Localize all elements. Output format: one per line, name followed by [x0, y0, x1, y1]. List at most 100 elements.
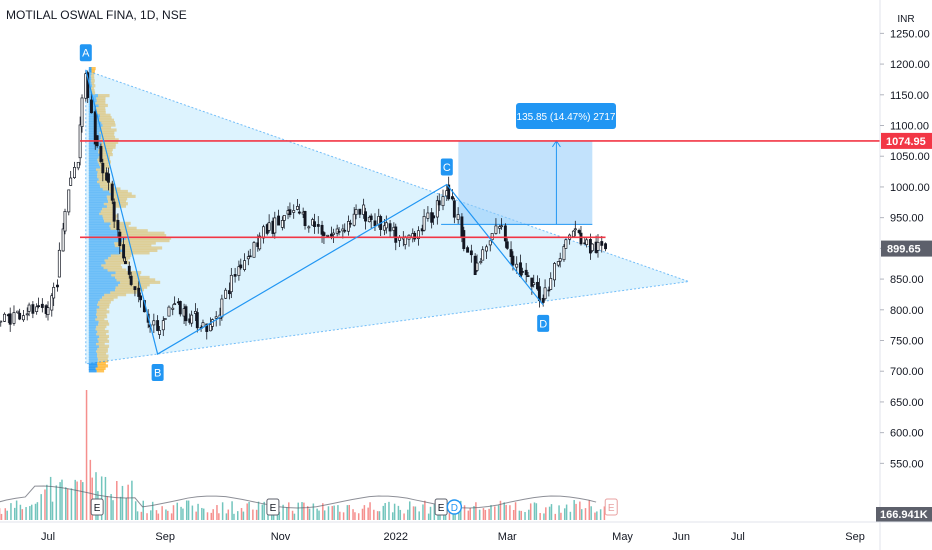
volume-profile-bar-down — [103, 202, 128, 206]
resistance-price-tag — [881, 132, 932, 149]
price-tick-label: 1200.00 — [890, 59, 930, 71]
volume-profile-bar-up — [88, 152, 102, 157]
candle-body — [69, 177, 73, 186]
candle-body — [171, 307, 175, 310]
volume-bar — [422, 504, 424, 520]
candle-body — [549, 278, 553, 290]
volume-profile-bar-down — [99, 125, 112, 130]
volume-profile-bar-down — [106, 204, 127, 208]
candle-body — [320, 224, 324, 235]
candle-body — [258, 235, 262, 250]
volume-profile-bar-up — [88, 356, 98, 361]
volume-profile-bar-up — [88, 187, 103, 191]
candle-body — [469, 250, 473, 256]
volume-profile-bar-up — [88, 118, 99, 122]
volume-profile-bar-down — [98, 118, 115, 122]
volume-bar — [30, 504, 33, 520]
volume-profile-bar-up — [88, 246, 120, 250]
abcd-pattern-line[interactable] — [85, 70, 544, 355]
candle-body — [596, 241, 600, 251]
volume-profile-bar-down — [97, 337, 108, 341]
volume-bar — [151, 501, 154, 520]
candle-body — [101, 162, 105, 174]
volume-bar — [579, 501, 581, 520]
volume-profile-bar-up — [88, 219, 105, 223]
volume-bar — [575, 503, 577, 520]
volume-bar — [490, 505, 492, 520]
volume-bar — [503, 502, 505, 520]
candle-body — [205, 323, 209, 332]
volume-profile-bar-down — [97, 364, 109, 368]
volume-bar — [529, 503, 532, 520]
pattern-point-label: B — [154, 368, 161, 380]
volume-bar — [140, 511, 143, 520]
candle-body — [137, 287, 141, 297]
volume-bar — [246, 503, 248, 520]
volume-bar — [514, 502, 517, 520]
volume-bar — [437, 513, 439, 520]
volume-bar — [308, 508, 311, 520]
projection-box — [458, 140, 593, 225]
candle-body — [118, 231, 122, 247]
candle-body — [307, 226, 311, 229]
price-tick-label: 1000.00 — [890, 182, 930, 194]
price-tick-label: 800.00 — [890, 305, 924, 317]
volume-profile-bar-down — [98, 300, 111, 304]
volume-bar — [512, 509, 515, 520]
time-tick-label: Sep — [845, 531, 865, 543]
volume-profile-bar-up — [88, 162, 99, 167]
volume-bar — [414, 506, 417, 520]
volume-profile-bar-down — [95, 167, 106, 171]
pattern-point-badge — [440, 158, 453, 176]
volume-profile-bar-down — [102, 123, 116, 127]
volume-bar — [191, 505, 194, 520]
volume-profile-bar-up — [88, 366, 96, 370]
candle-body — [413, 232, 417, 240]
time-tick-label: Jun — [672, 531, 690, 543]
volume-profile-bar-down — [110, 192, 132, 196]
candle-body — [347, 221, 350, 232]
volume-profile-bar-down — [95, 106, 106, 110]
candle-body — [35, 306, 39, 312]
volume-bar — [352, 509, 354, 520]
volume-profile-bar-up — [88, 300, 99, 304]
candle-body — [156, 320, 160, 331]
volume-bar — [255, 509, 258, 520]
volume-profile-bar-up — [88, 344, 99, 348]
candle-body — [585, 239, 589, 245]
volume-profile-bar-down — [97, 175, 107, 179]
volume-bar — [170, 513, 173, 520]
volume-profile-bar-down — [99, 130, 115, 135]
candle-body — [3, 313, 6, 322]
candle-body — [233, 274, 237, 277]
volume-profile-bar-down — [95, 366, 106, 370]
volume-profile-bar-down — [99, 211, 115, 216]
volume-profile-bar-down — [90, 86, 95, 90]
volume-profile-bar-down — [96, 312, 107, 316]
volume-bar — [316, 508, 318, 520]
volume-bar — [240, 508, 243, 520]
volume-profile-bar-up — [88, 359, 98, 363]
volume-profile-bar-down — [99, 113, 111, 117]
volume-bar — [288, 502, 290, 520]
volume-profile-bar-down — [108, 256, 131, 260]
candle-body — [604, 243, 608, 250]
volume-bar — [348, 504, 351, 520]
price-tick-label: 1150.00 — [890, 90, 929, 102]
candle-body — [432, 215, 436, 219]
volume-bar — [497, 505, 500, 520]
volume-profile-bar-up — [88, 354, 98, 358]
volume-profile-bar-down — [102, 214, 118, 218]
volume-bar — [195, 511, 197, 520]
candle-body — [437, 200, 441, 206]
time-axis[interactable]: Jul Sep Nov 2022 Mar May Jun Jul Sep — [41, 531, 865, 543]
volume-profile-bar-up — [88, 103, 99, 108]
candle-body — [564, 239, 568, 249]
volume-profile-bar-up — [88, 263, 102, 267]
volume-bar — [100, 476, 103, 520]
volume-bar — [488, 508, 490, 520]
volume-bar — [303, 502, 305, 520]
price-tick-label: 950.00 — [890, 213, 924, 225]
volume-profile-bar-down — [91, 81, 95, 85]
